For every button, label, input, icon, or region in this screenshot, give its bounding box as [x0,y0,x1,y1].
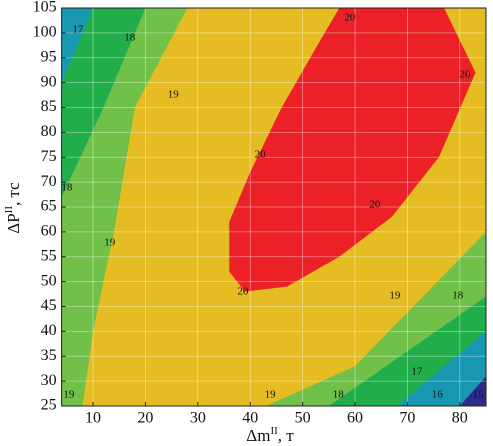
contour-label: 17 [411,366,423,378]
contour-labels: 17 18 19 18 19 19 20 20 20 20 20 19 18 19 18 17 16 15 [61,11,484,400]
contour-label: 19 [265,389,277,401]
y-tick-label: 75 [41,148,57,165]
contour-fill [61,8,486,406]
y-tick-label: 100 [33,24,57,41]
y-tick-label: 65 [41,198,57,215]
y-tick-label: 50 [41,272,57,289]
y-tick-label: 70 [41,173,57,190]
contour-label: 19 [168,89,180,101]
contour-label: 20 [369,199,381,211]
x-label-base: Δm [246,426,270,445]
y-tick-label: 105 [33,0,57,16]
contour-label: 15 [473,389,485,401]
contour-label: 20 [237,286,249,298]
contour-label: 19 [389,290,401,302]
contour-label: 20 [255,148,267,160]
x-label-unit: , т [278,426,295,445]
ticks: 10 20 30 40 50 60 70 80 25 30 35 40 45 50 55 60 65 70 75 80… [33,0,468,427]
contour-label: 18 [61,182,73,194]
contour-label: 19 [63,389,75,401]
contour-label: 18 [452,290,464,302]
x-tick-label: 60 [347,410,363,427]
y-label-base: ΔP [4,213,23,233]
y-tick-label: 95 [41,48,57,65]
y-label-unit: , тс [4,182,23,206]
y-tick-label: 25 [41,397,57,414]
y-axis-label: ΔPII, тс [3,182,23,234]
y-tick-label: 80 [41,123,57,140]
contour-label: 19 [104,236,116,248]
x-tick-label: 50 [295,410,311,427]
y-tick-label: 55 [41,247,57,264]
contour-label: 16 [432,389,444,401]
x-tick-label: 40 [242,410,258,427]
y-tick-label: 45 [41,297,57,314]
x-tick-label: 10 [85,410,101,427]
x-axis-label: ΔmII, т [246,425,294,445]
x-tick-label: 70 [399,410,415,427]
contour-label: 18 [124,31,136,43]
y-tick-label: 40 [41,322,57,339]
contour-label: 17 [72,23,84,35]
contour-label: 20 [460,69,472,81]
y-tick-label: 35 [41,347,57,364]
x-label-sup: II [270,425,278,437]
y-tick-label: 85 [41,98,57,115]
x-tick-label: 20 [137,410,153,427]
y-tick-label: 30 [41,372,57,389]
x-tick-label: 80 [452,410,468,427]
y-tick-label: 90 [41,73,57,90]
contour-label: 18 [333,389,345,401]
y-tick-label: 60 [41,223,57,240]
y-label-sup: II [3,206,15,214]
contour-label: 20 [344,11,356,23]
x-tick-label: 30 [190,410,206,427]
contour-band [229,8,476,292]
